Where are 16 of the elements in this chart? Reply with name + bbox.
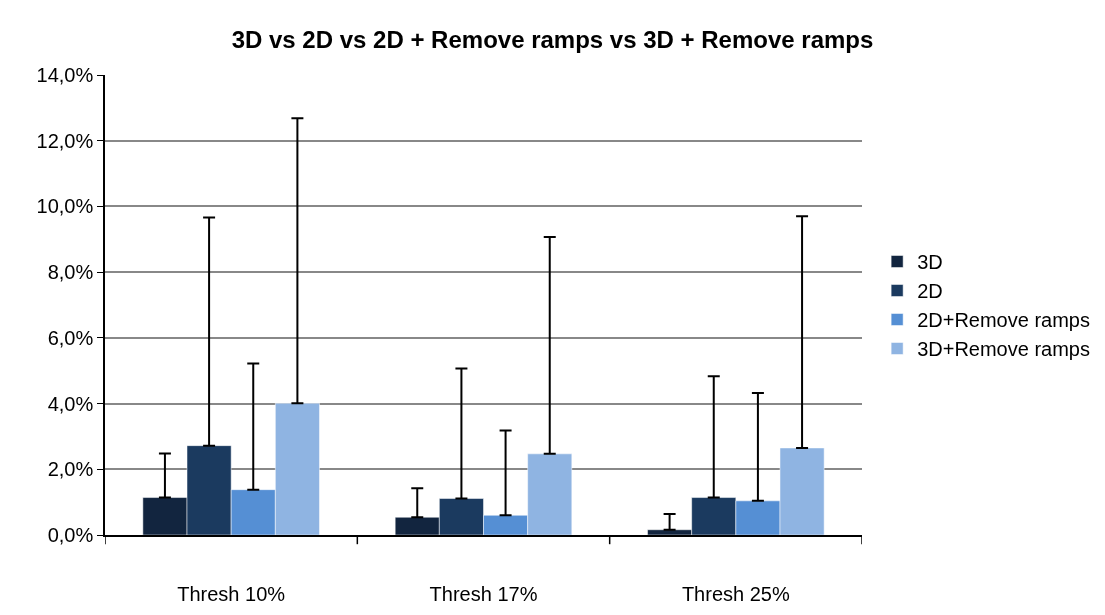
y-tick-label: 8,0% [47, 261, 94, 284]
y-tick-label: 12,0% [36, 129, 94, 152]
y-tick-label: 2,0% [47, 458, 94, 481]
chart-title: 3D vs 2D vs 2D + Remove ramps vs 3D + Remove ramps [231, 25, 874, 53]
legend-label: 3D [917, 251, 943, 274]
y-tick-label: 6,0% [47, 326, 94, 349]
x-tick-label: Thresh 17% [429, 582, 538, 605]
legend-label: 2D [917, 280, 943, 303]
x-tick-label: Thresh 10% [177, 582, 286, 605]
x-tick-label: Thresh 25% [681, 582, 790, 605]
y-tick-label: 4,0% [47, 392, 94, 415]
y-tick-label: 14,0% [36, 64, 94, 86]
y-tick-label: 10,0% [36, 195, 94, 218]
legend-label: 3D+Remove ramps [917, 338, 1090, 361]
legend-label: 2D+Remove ramps [917, 309, 1090, 332]
y-tick-label: 0,0% [47, 524, 94, 546]
